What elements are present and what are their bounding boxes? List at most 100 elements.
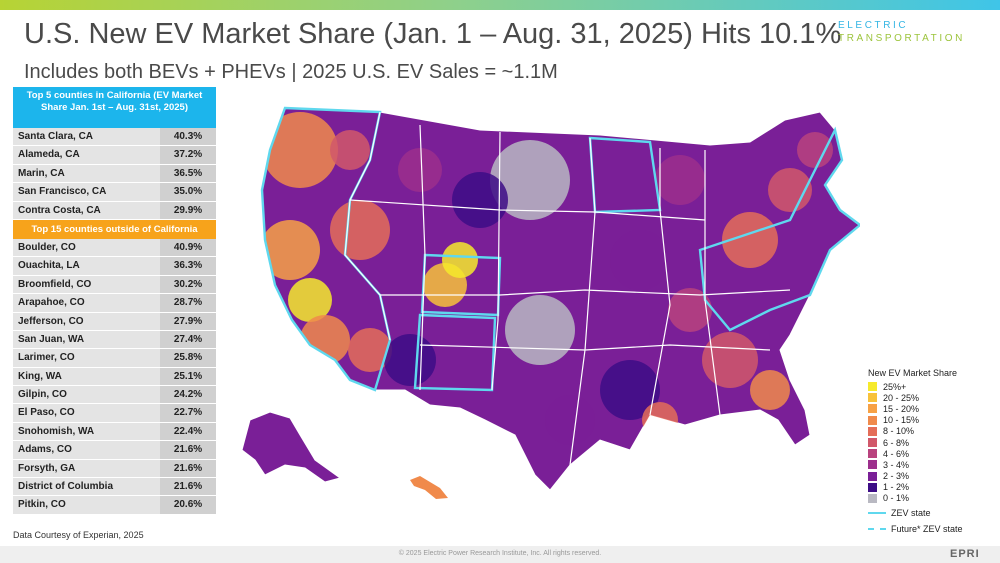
county-color-patch — [610, 230, 670, 290]
legend-item: 10 - 15% — [868, 415, 963, 426]
county-color-patch — [768, 168, 812, 212]
legend-label: 10 - 15% — [883, 415, 920, 426]
county-name: Broomfield, CO — [13, 275, 160, 294]
county-share: 36.5% — [160, 164, 216, 183]
county-color-patch — [452, 172, 508, 228]
county-color-patch — [797, 132, 833, 168]
legend-label: 25%+ — [883, 381, 907, 392]
table-row: Ouachita, LA 36.3% — [13, 257, 216, 276]
table-row: San Juan, WA 27.4% — [13, 330, 216, 350]
county-share: 24.2% — [160, 386, 216, 404]
county-share: 40.9% — [160, 238, 216, 257]
legend-label: 1 - 2% — [883, 482, 910, 493]
county-color-patch — [655, 155, 705, 205]
zev-line-swatch — [868, 512, 886, 515]
table-row: Broomfield, CO 30.2% — [13, 275, 216, 295]
county-color-patch — [750, 370, 790, 410]
county-color-patch — [348, 328, 392, 372]
county-name: Marin, CA — [13, 164, 160, 183]
legend-label: 2 - 3% — [883, 471, 910, 482]
county-share: 27.9% — [160, 312, 216, 330]
county-name: Boulder, CO — [13, 238, 160, 257]
county-share: 27.4% — [160, 330, 216, 349]
table-row: San Francisco, CA 35.0% — [13, 183, 216, 202]
county-share: 21.6% — [160, 441, 216, 459]
table-row: Marin, CA 36.5% — [13, 164, 216, 184]
table-row: Jefferson, CO 27.9% — [13, 312, 216, 331]
county-color-patch — [490, 140, 570, 220]
county-color-patch — [384, 334, 436, 386]
legend-item: 15 - 20% — [868, 403, 963, 414]
data-courtesy: Data Courtesy of Experian, 2025 — [13, 530, 144, 540]
legend-item: 6 - 8% — [868, 437, 963, 448]
county-color-patch — [330, 130, 370, 170]
county-share: 20.6% — [160, 496, 216, 514]
legend-item: 2 - 3% — [868, 471, 963, 482]
table-header-california: Top 5 counties in California (EV Market … — [13, 87, 216, 128]
county-name: Jefferson, CO — [13, 312, 160, 330]
alaska-shape — [241, 411, 342, 483]
county-share: 22.7% — [160, 404, 216, 422]
zev-state-label: ZEV state — [891, 508, 931, 519]
legend-swatch — [868, 404, 877, 414]
county-share: 30.2% — [160, 275, 216, 294]
hawaii-shape — [410, 476, 448, 499]
table-row: Contra Costa, CA 29.9% — [13, 201, 216, 220]
future-zev-state-label: Future* ZEV state — [891, 524, 963, 535]
county-name: El Paso, CO — [13, 404, 160, 422]
legend-item: 3 - 4% — [868, 459, 963, 470]
table-row: Forsyth, GA 21.6% — [13, 459, 216, 479]
county-name: District of Columbia — [13, 478, 160, 496]
legend-label: 6 - 8% — [883, 437, 910, 448]
table-row: Adams, CO 21.6% — [13, 441, 216, 460]
footer-bar — [0, 546, 1000, 563]
county-name: Arapahoe, CO — [13, 294, 160, 312]
county-share: 25.8% — [160, 349, 216, 367]
table-row: Pitkin, CO 20.6% — [13, 496, 216, 515]
county-color-patch — [545, 395, 595, 445]
legend-label: 0 - 1% — [883, 493, 910, 504]
table-row: District of Columbia 21.6% — [13, 478, 216, 497]
legend-label: 3 - 4% — [883, 459, 910, 470]
county-name: Snohomish, WA — [13, 422, 160, 441]
legend-zev-state: ZEV state — [868, 506, 963, 520]
table-header-other: Top 15 counties outside of California — [13, 219, 216, 239]
table-row: Santa Clara, CA 40.3% — [13, 128, 216, 147]
county-color-patch — [398, 148, 442, 192]
county-share: 29.9% — [160, 201, 216, 219]
county-color-patch — [288, 278, 332, 322]
table-rows-other: Boulder, CO 40.9% Ouachita, LA 36.3% Broomfi… — [13, 238, 216, 515]
county-name: Gilpin, CO — [13, 386, 160, 404]
table-row: El Paso, CO 22.7% — [13, 404, 216, 423]
us-ev-map — [241, 106, 860, 499]
legend-label: 4 - 6% — [883, 448, 910, 459]
page-title: U.S. New EV Market Share (Jan. 1 – Aug. … — [24, 18, 842, 50]
legend-future-zev-state: Future* ZEV state — [868, 522, 963, 536]
legend-label: 15 - 20% — [883, 403, 920, 414]
top-gradient-bar — [0, 0, 1000, 10]
county-color-patch — [442, 242, 478, 278]
county-share: 36.3% — [160, 257, 216, 275]
legend-label: 20 - 25% — [883, 392, 920, 403]
legend-swatch — [868, 493, 877, 503]
legend-item: 0 - 1% — [868, 493, 963, 504]
map-county-fill — [241, 107, 860, 499]
county-ranking-table: Top 5 counties in California (EV Market … — [13, 87, 216, 515]
legend-swatch — [868, 426, 877, 436]
table-rows-california: Santa Clara, CA 40.3% Alameda, CA 37.2% Mari… — [13, 128, 216, 220]
epri-logo: EPRI — [950, 548, 980, 560]
county-color-patch — [330, 200, 390, 260]
legend-item: 8 - 10% — [868, 426, 963, 437]
map-legend: New EV Market Share 25%+ 20 - 25% 15 - 20%… — [868, 368, 963, 536]
county-name: Forsyth, GA — [13, 459, 160, 478]
county-color-patch — [668, 288, 712, 332]
county-share: 21.6% — [160, 459, 216, 478]
table-row: Arapahoe, CO 28.7% — [13, 294, 216, 313]
table-row: Snohomish, WA 22.4% — [13, 422, 216, 442]
legend-swatch — [868, 482, 877, 492]
legend-item: 20 - 25% — [868, 392, 963, 403]
county-name: San Juan, WA — [13, 330, 160, 349]
county-share: 28.7% — [160, 294, 216, 312]
table-row: Alameda, CA 37.2% — [13, 146, 216, 165]
table-row: Gilpin, CO 24.2% — [13, 386, 216, 405]
